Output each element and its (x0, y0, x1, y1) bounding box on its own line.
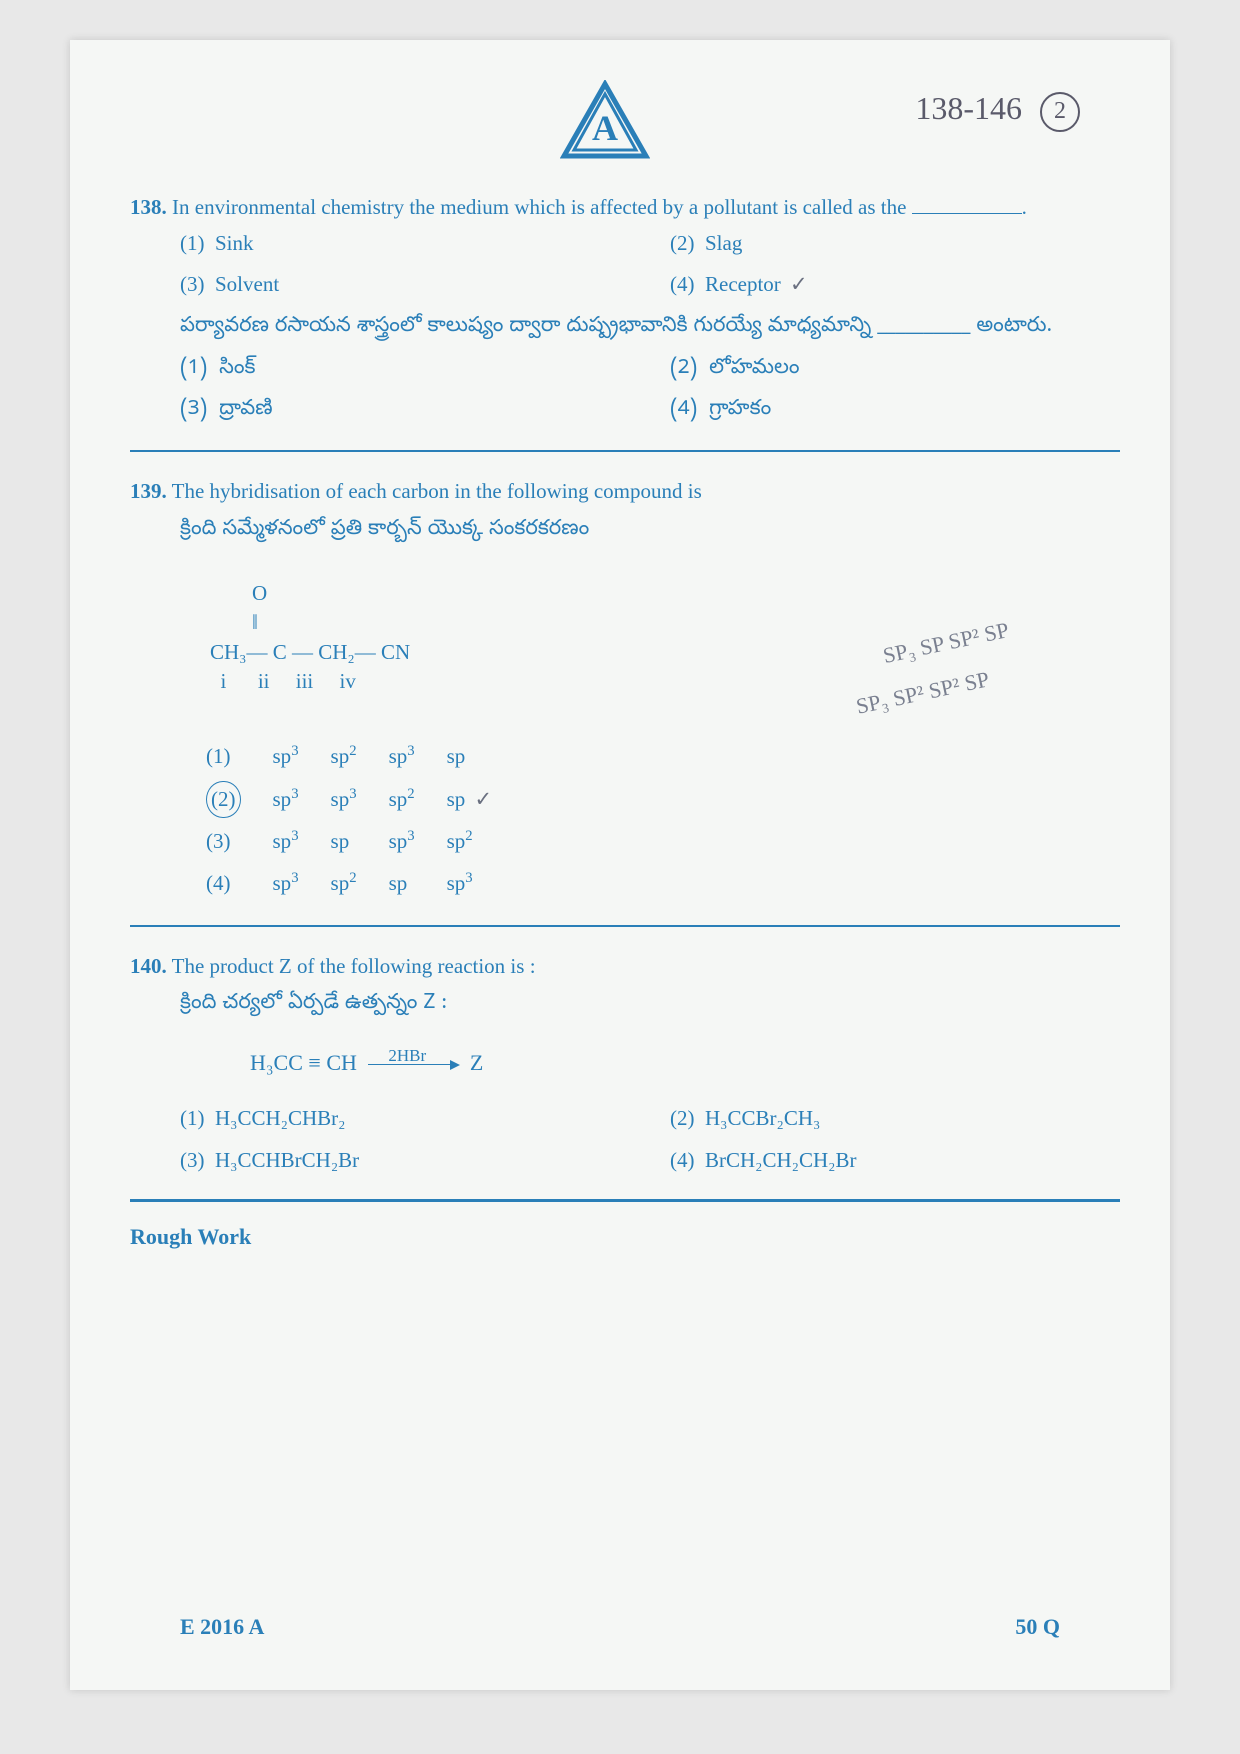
q138-text-te: పర్యావరణ రసాయన శాస్త్రంలో కాలుష్యం ద్వార… (180, 311, 1120, 347)
question-139: 139. The hybridisation of each carbon in… (130, 474, 1120, 904)
q140-opt3: (3) H₃CCHBrCH₂Br (180, 1143, 630, 1179)
q139-text-en: The hybridisation of each carbon in the … (172, 479, 702, 503)
q139-struct-labels: i ii iii iv (210, 669, 356, 693)
q140-opt2-text: H₃CCBr₂CH₃ (705, 1106, 820, 1130)
q139-tick: ✓ (475, 787, 493, 811)
q138-text-en-post: . (1022, 195, 1027, 219)
q138-opt3-te-text: ద్రావణి (219, 397, 272, 425)
q140-opt2: (2) H₃CCBr₂CH₃ (670, 1101, 1120, 1137)
q138-opt1-te-text: సింక్ (219, 356, 255, 384)
q138-opt3-text: Solvent (215, 272, 279, 296)
q140-reaction: H₃CC ≡ CH 2HBr Z (250, 1044, 1120, 1081)
handwritten-range-text: 138-146 (915, 90, 1022, 126)
q138-opt4-text: Receptor (705, 272, 781, 296)
q138-opt2: (2) Slag (670, 226, 1120, 262)
q138-blank (912, 213, 1022, 214)
exam-page: A 138-146 2 138. In environmental chemis… (70, 40, 1170, 1690)
q140-rxn-rhs: Z (470, 1050, 483, 1075)
q138-options-en: (1) Sink (2) Slag (3) Solvent (4) Recept… (180, 226, 1120, 303)
q140-options: (1) H₃CCH₂CHBr₂ (2) H₃CCBr₂CH₃ (3) H₃CCH… (180, 1101, 1120, 1178)
q139-struct-l1: O (210, 581, 267, 605)
q138-opt1-text: Sink (215, 231, 254, 255)
question-140: 140. The product Z of the following reac… (130, 949, 1120, 1179)
q139-row3: (3)sp3spsp3sp2 (190, 821, 508, 863)
page-footer: E 2016 A 50 Q (180, 1614, 1060, 1640)
reaction-arrow-icon: 2HBr (368, 1064, 458, 1065)
q140-rxn-lhs: H₃CC ≡ CH (250, 1050, 357, 1075)
q138-opt3-te: (3) ద్రావణి (180, 394, 630, 430)
q138-text-en-pre: In environmental chemistry the medium wh… (172, 195, 912, 219)
separator-1 (130, 450, 1120, 452)
q138-opt1-te: (1) సింక్ (180, 353, 630, 389)
q138-opt2-te-text: లోహమలం (709, 356, 799, 384)
q140-reagent: 2HBr (388, 1042, 426, 1071)
footer-right: 50 Q (1015, 1614, 1060, 1640)
q140-opt1: (1) H₃CCH₂CHBr₂ (180, 1101, 630, 1137)
q139-options-table: (1)sp3sp2sp3sp (2)sp3sp3sp2sp ✓ (3)sp3sp… (190, 736, 508, 905)
q140-opt4: (4) BrCH₂CH₂CH₂Br (670, 1143, 1120, 1179)
q139-text-te: క్రింది సమ్మేళనంలో ప్రతి కార్బన్ యొక్క స… (180, 514, 1120, 550)
q139-number: 139. (130, 479, 167, 503)
q140-opt1-text: H₃CCH₂CHBr₂ (215, 1106, 345, 1130)
q139-struct-l2: ‖ (210, 610, 258, 634)
page-header: A 138-146 2 (130, 70, 1120, 170)
q138-tick: ✓ (790, 272, 808, 296)
q138-opt3: (3) Solvent (180, 267, 630, 303)
q138-opt4-te: (4) గ్రాహకం (670, 394, 1120, 430)
q138-options-te: (1) సింక్ (2) లోహమలం (3) ద్రావణి (4) గ్ర… (180, 353, 1120, 430)
q138-opt2-text: Slag (705, 231, 742, 255)
q139-row2: (2)sp3sp3sp2sp ✓ (190, 778, 508, 822)
separator-2 (130, 925, 1120, 927)
footer-left: E 2016 A (180, 1614, 264, 1640)
rough-work-label: Rough Work (130, 1224, 1120, 1250)
q140-opt3-text: H₃CCHBrCH₂Br (215, 1148, 359, 1172)
q139-struct-l3: CH₃— C — CH₂— CN (210, 640, 410, 664)
series-letter-svg: A (592, 108, 618, 148)
series-triangle: A (560, 80, 650, 165)
q140-text-te: క్రింది చర్యలో ఏర్పడే ఉత్పన్నం Z : (180, 988, 1120, 1024)
q138-opt4-te-text: గ్రాహకం (709, 397, 771, 425)
q140-text-en: The product Z of the following reaction … (172, 954, 536, 978)
q140-opt4-text: BrCH₂CH₂CH₂Br (705, 1148, 856, 1172)
handwritten-range: 138-146 2 (915, 90, 1080, 132)
q139-row1: (1)sp3sp2sp3sp (190, 736, 508, 778)
q138-opt2-te: (2) లోహమలం (670, 353, 1120, 389)
separator-3 (130, 1199, 1120, 1202)
q139-row4: (4)sp3sp2spsp3 (190, 863, 508, 905)
q140-number: 140. (130, 954, 167, 978)
q138-number: 138. (130, 195, 167, 219)
q138-opt1: (1) Sink (180, 226, 630, 262)
handwritten-page-circle: 2 (1040, 92, 1080, 132)
question-138: 138. In environmental chemistry the medi… (130, 190, 1120, 430)
q138-opt4: (4) Receptor ✓ (670, 267, 1120, 303)
